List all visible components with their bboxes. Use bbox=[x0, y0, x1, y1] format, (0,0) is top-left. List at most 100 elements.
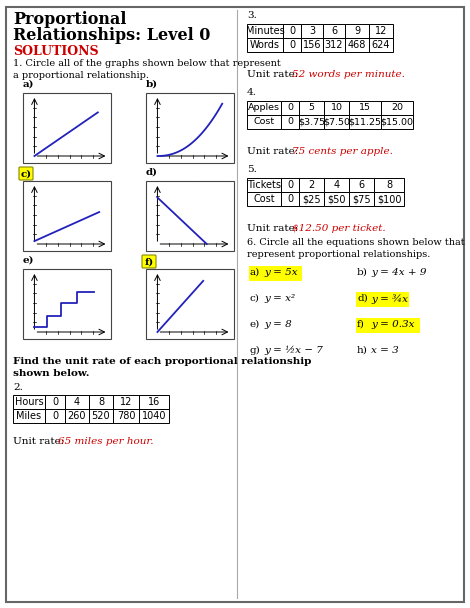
Text: 0: 0 bbox=[287, 180, 293, 190]
Text: d): d) bbox=[146, 168, 158, 177]
FancyBboxPatch shape bbox=[249, 266, 302, 280]
Bar bbox=[113, 395, 139, 409]
Text: 65 miles per hour.: 65 miles per hour. bbox=[58, 437, 154, 446]
Text: $7.50: $7.50 bbox=[323, 117, 350, 126]
Bar bbox=[247, 178, 281, 192]
Bar bbox=[299, 115, 324, 129]
Text: 6: 6 bbox=[331, 26, 337, 36]
Text: a): a) bbox=[23, 80, 34, 89]
FancyBboxPatch shape bbox=[19, 167, 33, 180]
Text: 0: 0 bbox=[287, 117, 293, 126]
Bar bbox=[345, 38, 369, 52]
Text: 12: 12 bbox=[375, 26, 387, 36]
Text: 4: 4 bbox=[333, 180, 339, 190]
Bar bbox=[247, 38, 283, 52]
Text: c): c) bbox=[20, 170, 31, 179]
Text: 3: 3 bbox=[309, 26, 315, 36]
Text: $100: $100 bbox=[377, 194, 401, 204]
Text: Find the unit rate of each proportional relationship
shown below.: Find the unit rate of each proportional … bbox=[13, 357, 311, 379]
Bar bbox=[381, 101, 413, 115]
Text: 1. Circle all of the graphs shown below that represent
a proportional relationsh: 1. Circle all of the graphs shown below … bbox=[13, 59, 281, 80]
Text: 52 words per minute.: 52 words per minute. bbox=[292, 70, 405, 79]
Bar bbox=[283, 24, 301, 38]
Bar bbox=[324, 115, 349, 129]
Text: 0: 0 bbox=[287, 194, 293, 204]
Bar bbox=[324, 178, 349, 192]
Text: Apples: Apples bbox=[248, 103, 280, 112]
Text: 0: 0 bbox=[52, 397, 58, 407]
Bar bbox=[23, 181, 111, 251]
Text: $3.75: $3.75 bbox=[298, 117, 325, 126]
Bar bbox=[65, 409, 89, 423]
Bar bbox=[301, 38, 323, 52]
Text: SOLUTIONS: SOLUTIONS bbox=[13, 45, 99, 58]
Text: 6. Circle all the equations shown below that
represent proportional relationship: 6. Circle all the equations shown below … bbox=[247, 238, 465, 259]
Text: Unit rate:: Unit rate: bbox=[247, 147, 301, 156]
FancyBboxPatch shape bbox=[142, 255, 156, 268]
Bar bbox=[299, 178, 324, 192]
Bar bbox=[45, 409, 65, 423]
Text: a): a) bbox=[250, 268, 260, 277]
Text: y = x²: y = x² bbox=[264, 294, 295, 303]
Text: Unit rate:: Unit rate: bbox=[247, 224, 301, 233]
Text: 5.: 5. bbox=[247, 165, 257, 174]
Bar bbox=[324, 101, 349, 115]
Text: $75: $75 bbox=[352, 194, 371, 204]
Text: Hours: Hours bbox=[15, 397, 43, 407]
Text: 780: 780 bbox=[117, 411, 135, 421]
Text: 4: 4 bbox=[74, 397, 80, 407]
Bar bbox=[23, 269, 111, 339]
Text: 1040: 1040 bbox=[142, 411, 166, 421]
Text: 15: 15 bbox=[359, 103, 371, 112]
Bar bbox=[23, 93, 111, 163]
Text: 0: 0 bbox=[289, 40, 295, 50]
Bar bbox=[139, 395, 169, 409]
Text: 0: 0 bbox=[52, 411, 58, 421]
Bar bbox=[89, 395, 113, 409]
Bar bbox=[301, 24, 323, 38]
Bar bbox=[369, 38, 393, 52]
Text: 3.: 3. bbox=[247, 11, 257, 20]
Text: Proportional: Proportional bbox=[13, 11, 126, 28]
Text: d): d) bbox=[357, 294, 368, 303]
Text: 8: 8 bbox=[386, 180, 392, 190]
Bar bbox=[369, 24, 393, 38]
Bar bbox=[349, 115, 381, 129]
Bar bbox=[89, 409, 113, 423]
Text: 20: 20 bbox=[391, 103, 403, 112]
FancyBboxPatch shape bbox=[355, 291, 409, 306]
Bar bbox=[323, 38, 345, 52]
Bar bbox=[349, 101, 381, 115]
Bar bbox=[146, 93, 234, 163]
Text: 468: 468 bbox=[348, 40, 366, 50]
Text: $11.25: $11.25 bbox=[348, 117, 382, 126]
Text: Miles: Miles bbox=[16, 411, 41, 421]
Text: 12: 12 bbox=[120, 397, 132, 407]
Text: 8: 8 bbox=[98, 397, 104, 407]
Bar bbox=[45, 395, 65, 409]
Bar bbox=[374, 192, 404, 206]
Text: Words: Words bbox=[250, 40, 280, 50]
Bar bbox=[349, 192, 374, 206]
Bar bbox=[247, 24, 283, 38]
Bar bbox=[139, 409, 169, 423]
Text: 312: 312 bbox=[325, 40, 343, 50]
Text: 6: 6 bbox=[359, 180, 365, 190]
Text: $50: $50 bbox=[327, 194, 346, 204]
Text: f): f) bbox=[144, 258, 154, 266]
Bar bbox=[381, 115, 413, 129]
Bar bbox=[324, 192, 349, 206]
Text: Cost: Cost bbox=[253, 117, 274, 126]
Text: 520: 520 bbox=[92, 411, 110, 421]
Bar bbox=[299, 192, 324, 206]
Text: 156: 156 bbox=[303, 40, 321, 50]
Text: Tickets: Tickets bbox=[247, 180, 281, 190]
Text: 0: 0 bbox=[287, 103, 293, 112]
Text: 5: 5 bbox=[308, 103, 314, 112]
Text: $12.50 per ticket.: $12.50 per ticket. bbox=[292, 224, 385, 233]
Text: y = 8: y = 8 bbox=[264, 320, 292, 329]
Text: y = 5x: y = 5x bbox=[264, 268, 298, 277]
Bar bbox=[65, 395, 89, 409]
Text: x = 3: x = 3 bbox=[371, 346, 399, 355]
Bar bbox=[374, 178, 404, 192]
